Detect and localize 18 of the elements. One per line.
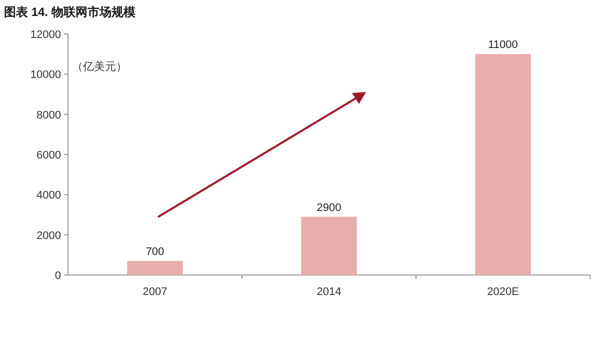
y-tick-label: 0	[54, 270, 61, 282]
y-tick-label: 2000	[36, 230, 61, 242]
x-tick-label: 2020E	[487, 286, 519, 298]
y-tick-label: 4000	[36, 190, 61, 202]
bar	[127, 260, 183, 275]
y-tick-label: 8000	[36, 109, 61, 122]
bar	[301, 216, 357, 275]
bar	[475, 54, 531, 275]
x-tick-label: 2014	[316, 286, 342, 298]
data-label: 700	[146, 246, 164, 258]
y-axis-title: （亿美元）	[72, 60, 127, 73]
y-tick-label: 6000	[36, 150, 61, 162]
y-tick-label: 10000	[30, 69, 61, 82]
chart-title: 图表 14. 物联网市场规模	[4, 5, 136, 19]
data-label: 11000	[488, 39, 518, 52]
data-label: 2900	[316, 202, 342, 214]
y-tick-label: 12000	[30, 29, 61, 41]
x-tick-label: 2007	[142, 286, 168, 298]
